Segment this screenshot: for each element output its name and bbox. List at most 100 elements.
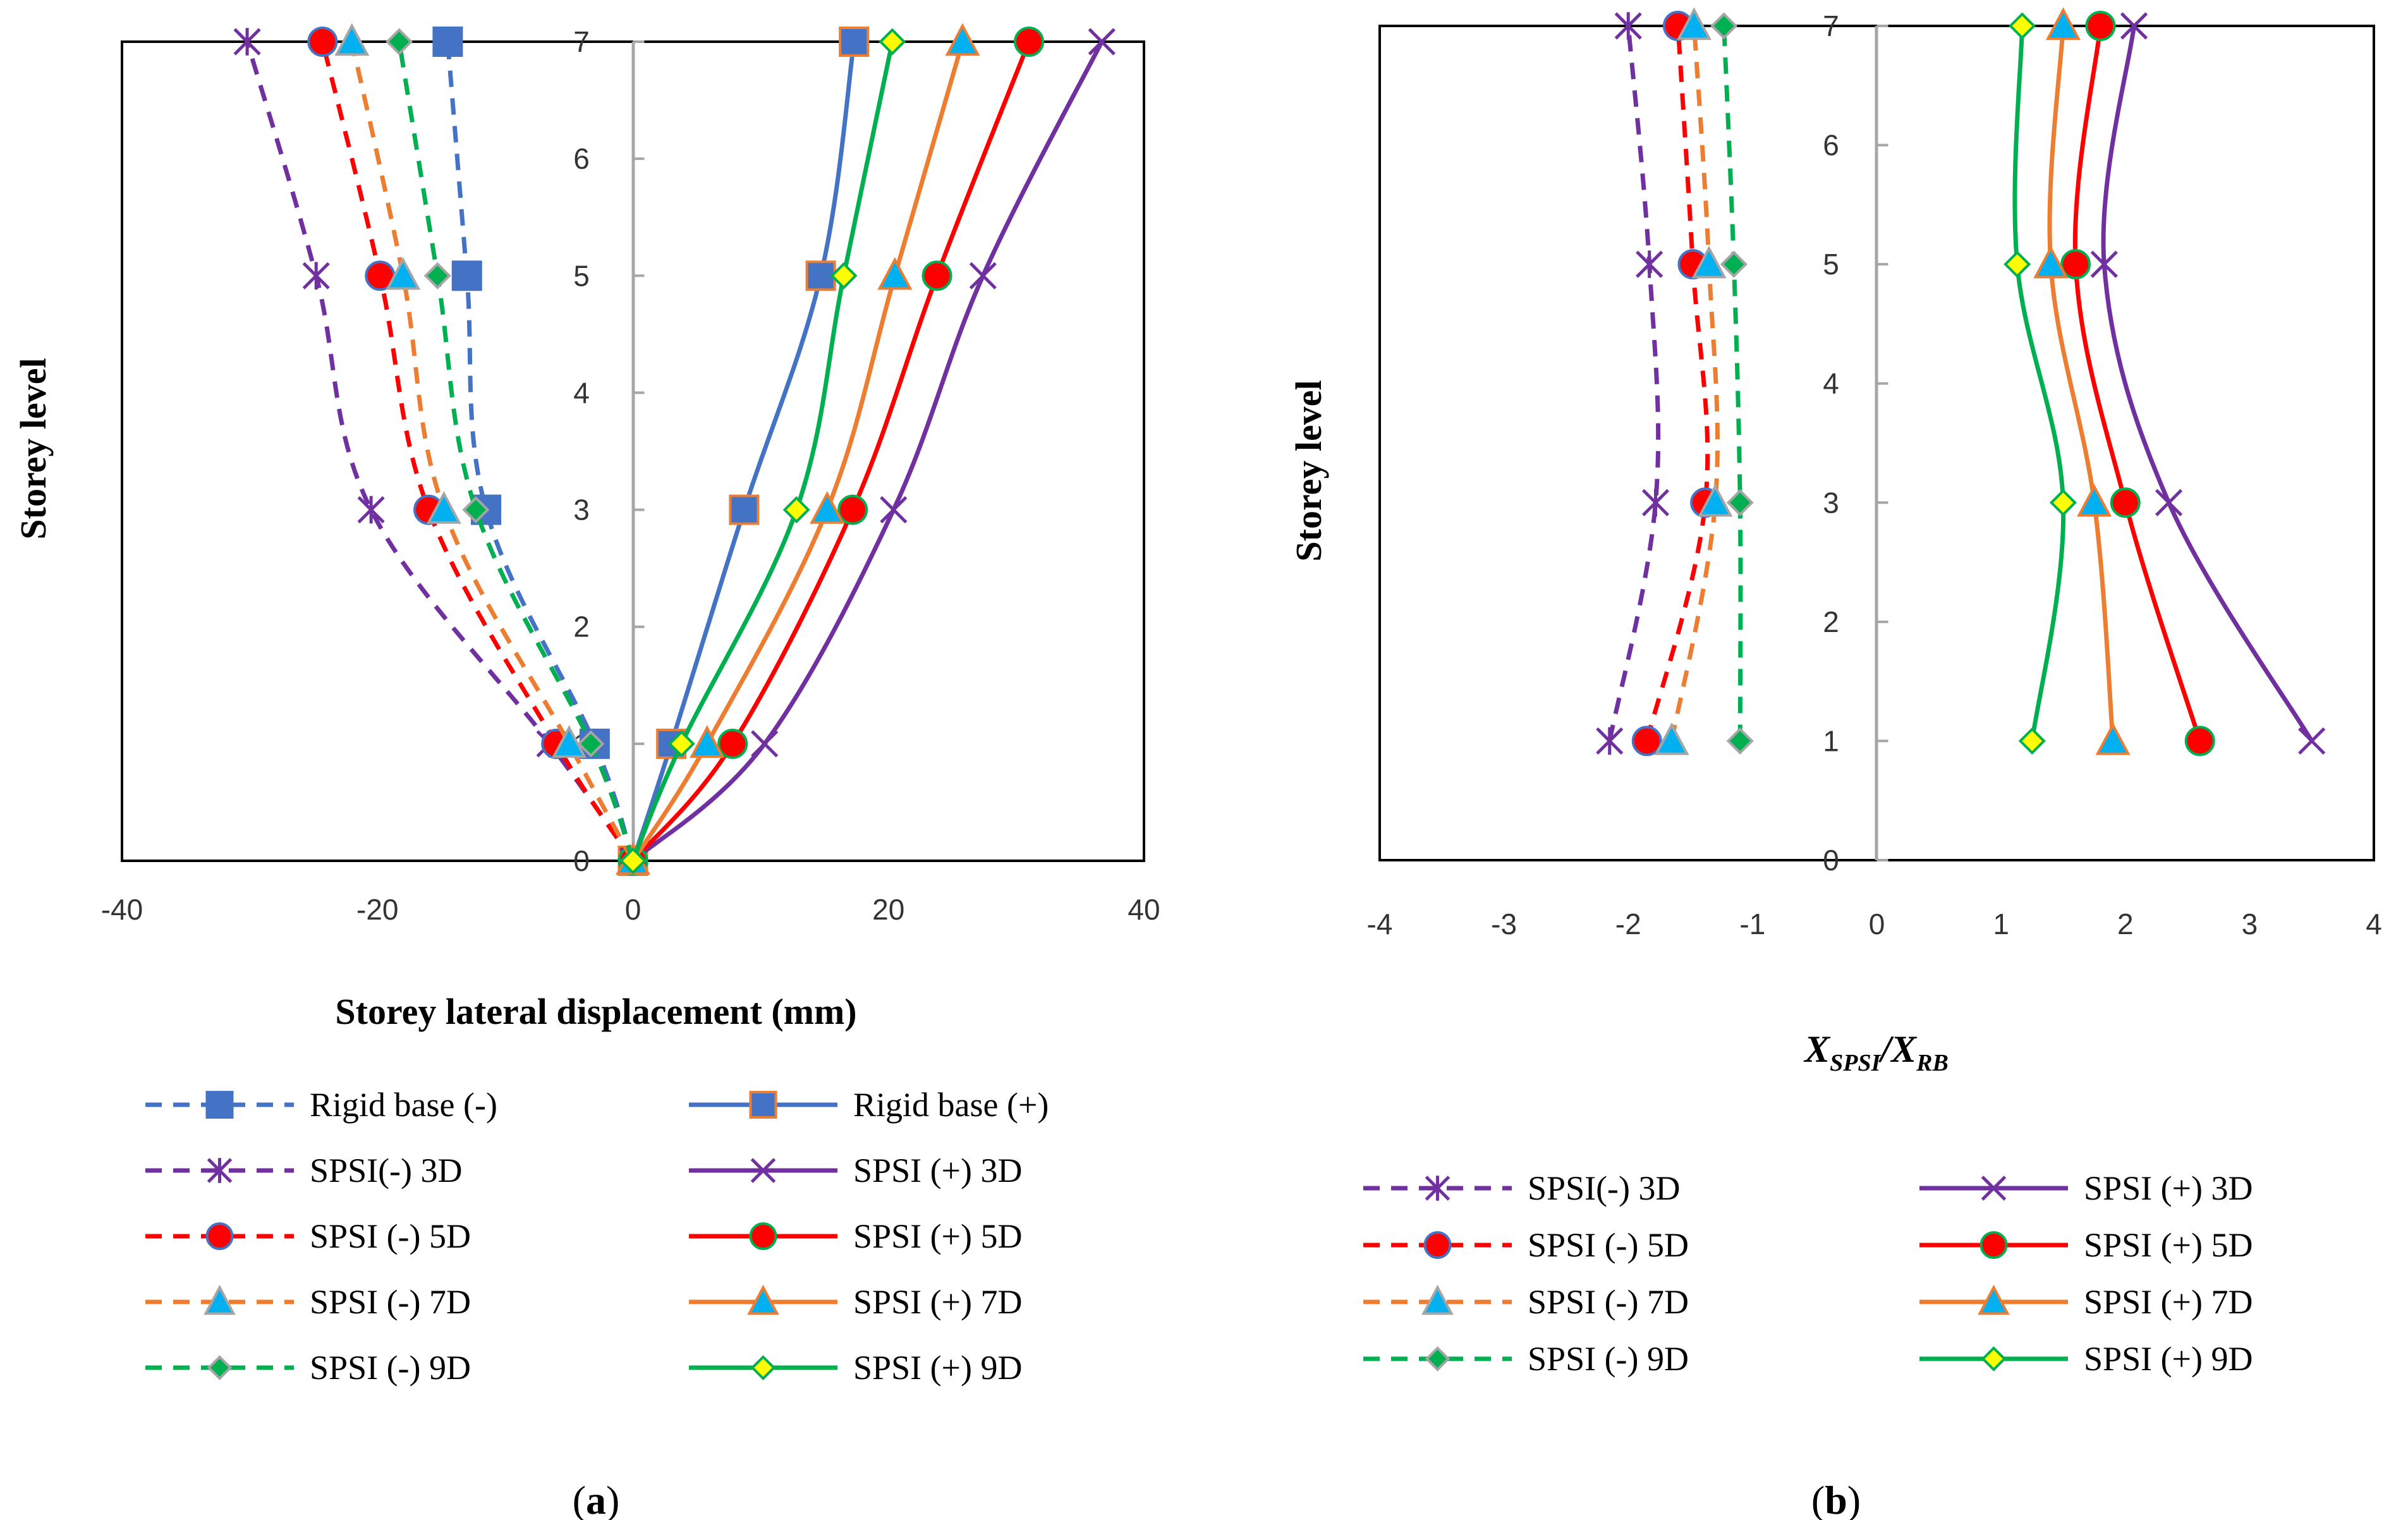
x-tick-label: -4 [1367,908,1393,940]
data-point-spsi-7d-4 [945,23,980,56]
legend-swatch-marker [205,1091,234,1119]
data-point-spsi-7d-0 [2095,722,2131,755]
legend-swatch-marker [1978,1284,2010,1315]
legend-label: Rigid base (-) [310,1086,497,1124]
data-point-spsi-5d-4 [1014,27,1045,57]
y-tick-label: 4 [1823,367,1839,400]
legend-item-spsi-9d: SPSI (+) 9D [689,1349,1023,1387]
data-point-spsi-7d-2 [2033,245,2069,279]
data-point-spsi-9d-2 [782,496,810,524]
data-point-spsi-3d-2 [2090,250,2118,278]
legend-label: SPSI (-) 9D [310,1349,471,1387]
x-tick-label: 4 [2366,908,2382,940]
series-spsi-9d [619,28,906,875]
data-point-spsi-5d-4 [307,27,338,57]
data-point-spsi-3d-2 [357,496,385,524]
series-spsi-7d [2033,7,2131,755]
data-point-spsi-9d-2 [2004,250,2031,278]
legend-item-rigid-base: Rigid base (-) [145,1086,497,1124]
legend-item-spsi-5d: SPSI (+) 5D [689,1217,1023,1255]
data-point-spsi-9d-2 [1720,250,1748,278]
data-point-spsi-9d-3 [1710,12,1738,40]
data-point-spsi-3d-1 [751,730,779,758]
legend-label: SPSI (+) 9D [2084,1340,2253,1378]
series-spsi-9d [2004,12,2077,755]
data-point-spsi-5d-0 [1631,726,1662,757]
data-point-spsi-7d-3 [877,257,913,290]
legend-swatch-marker [205,1222,234,1250]
panel-letter-b: b [1825,1478,1847,1520]
data-point-spsi-3d-4 [1088,28,1116,56]
legend-swatch-marker [1979,1231,2008,1259]
legend-swatch-marker [1421,1284,1454,1315]
legend-swatch-marker [747,1284,779,1315]
series-group-a [233,23,1116,876]
series-spsi-5d [2060,11,2215,757]
data-point-spsi-3d-0 [2298,727,2326,755]
series-line-spsi-9d [2012,23,2066,743]
y-tick-label: 0 [1823,844,1839,877]
data-point-spsi-9d-0 [619,847,647,875]
data-point-spsi-3d-2 [880,496,908,524]
data-point-spsi-3d-2 [1636,250,1663,278]
series-spsi-9d [1710,12,1754,755]
legend-swatch-marker [1425,1176,1450,1201]
data-point-spsi-7d-3 [386,257,421,290]
data-point-spsi-9d-3 [830,262,858,289]
panel-label-a: (a) [573,1478,620,1520]
series-line-spsi-5d [1645,25,1710,742]
legend-swatch-marker [749,1222,777,1250]
data-point-spsi-3d-0 [1596,727,1624,755]
y-tick-label: 7 [573,25,590,58]
legend-label: SPSI (+) 5D [853,1217,1023,1255]
legend-item-spsi-5d: SPSI (+) 5D [1919,1226,2253,1264]
legend-label: SPSI(-) 3D [310,1152,463,1189]
data-point-spsi-7d-4 [334,23,370,56]
data-point-spsi-3d-4 [233,28,261,56]
data-point-spsi-5d-3 [2085,11,2116,41]
legend-item-spsi-3d: SPSI (+) 3D [1919,1169,2253,1207]
x-axis-title-b-sub1: SPSI [1830,1050,1881,1076]
y-tick-label: 3 [1823,486,1839,519]
x-tick-label: 3 [2242,908,2258,940]
legend-a: Rigid base (-) Rigid base (+) SPSI(-) 3D SP… [145,1086,1049,1387]
data-point-spsi-9d-0 [2018,727,2046,755]
data-point-spsi-3d-3 [1614,12,1642,40]
data-point-spsi-5d-1 [2110,487,2141,518]
series-line-rigid-base [631,39,856,863]
data-point-spsi-7d-1 [2077,483,2112,517]
series-line-spsi-7d [350,41,635,862]
legend-swatch-marker [207,1355,233,1380]
data-point-spsi-5d-0 [2184,726,2215,757]
legend-item-spsi-9d: SPSI (+) 9D [1919,1340,2253,1378]
legend-label: SPSI (+) 9D [853,1349,1023,1387]
y-tick-label: 6 [1823,129,1839,162]
x-tick-label: 40 [1128,893,1160,926]
legend-swatch-marker [750,1355,776,1380]
series-spsi-7d [615,23,980,875]
data-point-spsi-3d-3 [302,262,330,290]
data-point-spsi-7d-0 [1654,722,1689,755]
legend-item-spsi-3d: SPSI(-) 3D [1363,1169,1681,1207]
legend-swatch-marker [749,1091,777,1119]
data-point-spsi-5d-2 [2060,249,2091,280]
legend-label: SPSI (-) 9D [1528,1340,1689,1378]
series-line-spsi-9d [397,41,635,862]
series-line-spsi-7d [1669,25,1720,742]
series-group-b [1596,7,2326,757]
data-point-spsi-7d-2 [1691,245,1727,279]
data-point-spsi-9d-1 [577,730,605,758]
data-point-spsi-7d-2 [426,491,461,524]
y-tick-label: 1 [1823,724,1839,757]
legend-label: SPSI (-) 5D [1528,1226,1689,1264]
data-point-spsi-9d-3 [423,262,451,289]
data-point-spsi-3d-3 [2120,12,2148,40]
x-axis-title-a: Storey lateral displacement (mm) [335,991,856,1032]
legend-label: SPSI (+) 7D [2084,1283,2253,1321]
panel-label-b: (b) [1811,1478,1861,1520]
legend-label: SPSI (+) 3D [853,1152,1023,1189]
legend-item-spsi-7d: SPSI (-) 7D [1363,1283,1689,1321]
y-tick-label: 0 [573,844,590,877]
